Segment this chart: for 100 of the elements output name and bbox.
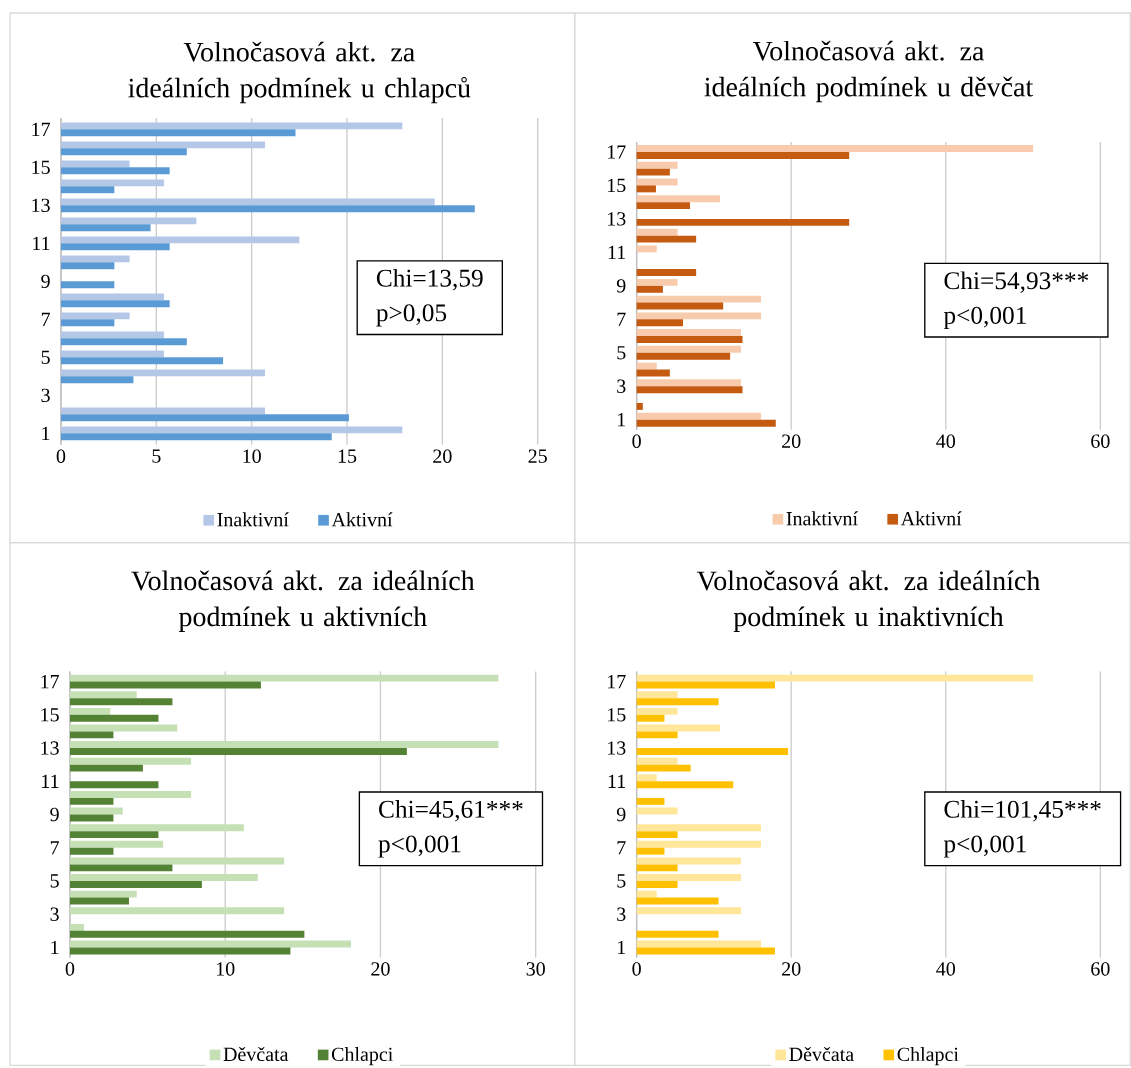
bar (69, 847, 114, 855)
bar (69, 857, 285, 865)
bar (636, 847, 665, 855)
x-tick-label: 40 (936, 962, 956, 976)
bar (60, 407, 265, 415)
bar (636, 329, 741, 336)
x-tick-label: 30 (526, 962, 545, 976)
bar (69, 757, 192, 765)
bar (60, 357, 224, 365)
y-tick-label: 11 (608, 774, 626, 788)
bar (636, 419, 776, 427)
x-tick-label: 20 (433, 449, 452, 463)
legend-label: Děvčata (789, 1046, 854, 1061)
bar (60, 243, 170, 251)
bar (60, 338, 187, 346)
x-tick-label: 60 (1091, 962, 1110, 976)
x-tick-label: 10 (216, 962, 235, 976)
y-tick-label: 1 (51, 940, 59, 954)
bar (636, 674, 1034, 682)
bar (69, 674, 499, 682)
y-tick-label: 7 (617, 841, 626, 855)
y-tick-label: 3 (617, 907, 626, 921)
bar (636, 278, 678, 286)
bar (636, 195, 721, 203)
bar (636, 880, 678, 888)
bar (636, 185, 656, 193)
bar (60, 281, 115, 289)
bar (636, 235, 697, 243)
annotation: Chi=13,59 (376, 268, 483, 291)
x-tick-label: 25 (528, 449, 547, 463)
y-tick-label: 11 (33, 236, 50, 250)
bar (60, 129, 296, 137)
bar (636, 202, 690, 209)
y-tick-label: 13 (41, 741, 59, 755)
bar (636, 897, 719, 905)
y-tick-label: 17 (608, 145, 626, 159)
y-tick-label: 15 (32, 160, 50, 174)
bar (60, 224, 151, 232)
bar (636, 228, 678, 236)
bar (636, 379, 741, 387)
x-tick-label: 20 (782, 962, 801, 976)
annotation: Chi=101,45*** (944, 799, 1101, 822)
y-tick-label: 1 (618, 940, 626, 954)
bar (60, 433, 332, 441)
y-tick-label: 17 (41, 674, 59, 689)
annotation: p>0,05 (376, 304, 447, 327)
bar (60, 122, 403, 130)
annotation: p<0,001 (943, 835, 1026, 858)
x-tick-label: 20 (371, 962, 390, 976)
bar (636, 873, 741, 881)
bar (636, 691, 678, 699)
bar (69, 714, 159, 722)
bar (636, 807, 678, 815)
bar (60, 236, 300, 244)
bar (69, 897, 129, 905)
y-tick-label: 15 (41, 708, 59, 722)
y-tick-label: 5 (617, 874, 626, 888)
bar (60, 293, 164, 301)
bar (69, 790, 192, 798)
bar (60, 198, 435, 206)
bar (636, 707, 678, 715)
x-tick-label: 15 (338, 449, 357, 463)
x-tick-label: 60 (1091, 434, 1110, 448)
bar (636, 161, 678, 169)
y-tick-label: 5 (41, 350, 50, 364)
y-tick-label: 7 (617, 312, 626, 326)
x-tick-label: 0 (632, 962, 641, 976)
bar (60, 205, 475, 213)
y-tick-label: 1 (618, 413, 626, 427)
bar (60, 141, 265, 149)
y-tick-label: 17 (32, 122, 50, 136)
bar (636, 824, 762, 832)
y-tick-label: 3 (50, 907, 59, 921)
bar (60, 414, 349, 422)
bar (636, 907, 741, 915)
bar (60, 148, 187, 156)
bar (60, 300, 170, 308)
y-tick-label: 9 (41, 274, 50, 288)
y-tick-label: 11 (42, 774, 59, 788)
y-tick-label: 9 (616, 279, 626, 293)
bar (69, 947, 291, 955)
annotation: p<0,001 (943, 306, 1026, 329)
bar (69, 707, 111, 715)
y-tick-label: 13 (608, 741, 626, 755)
y-tick-label: 15 (608, 708, 626, 722)
bar (60, 369, 265, 377)
bar (636, 168, 670, 176)
y-tick-label: 9 (50, 807, 59, 822)
y-tick-label: 7 (50, 841, 59, 855)
y-tick-label: 17 (608, 674, 626, 689)
y-tick-label: 15 (608, 178, 626, 193)
y-tick-label: 3 (41, 388, 50, 402)
bar (69, 807, 123, 815)
bar (60, 312, 130, 320)
bar (60, 255, 130, 263)
bar (636, 757, 678, 765)
bar (69, 741, 499, 748)
x-tick-label: 20 (782, 434, 801, 448)
x-tick-label: 0 (65, 962, 75, 976)
bar (69, 873, 258, 881)
